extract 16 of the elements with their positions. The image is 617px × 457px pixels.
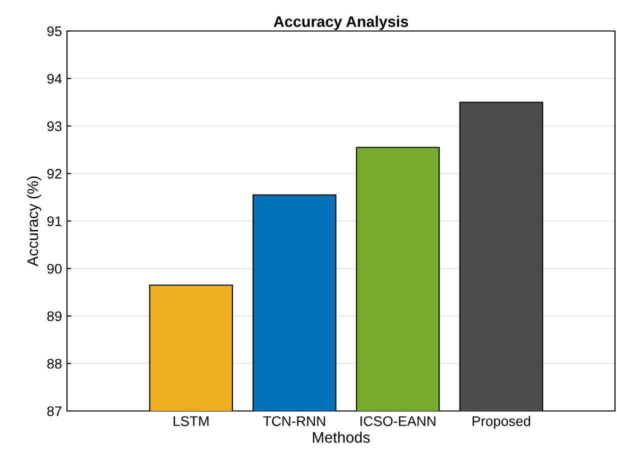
x-tick-label: TCN-RNN — [263, 416, 325, 426]
x-tick-label: LSTM — [174, 416, 208, 426]
y-tick-label: 91 — [47, 216, 62, 226]
x-tick-label: Proposed — [472, 416, 530, 429]
y-tick-label: 93 — [47, 121, 62, 132]
y-tick-label: 95 — [47, 26, 62, 36]
y-tick-label: 92 — [47, 168, 62, 179]
y-tick-label: 89 — [47, 311, 62, 322]
y-tick-label: 90 — [47, 264, 62, 274]
y-tick-label: 94 — [47, 74, 62, 84]
chart-title: Accuracy Analysis — [274, 16, 408, 30]
x-axis-title: Methods — [312, 432, 370, 443]
y-axis-title: Accuracy (%) — [26, 176, 42, 266]
x-tick-label: ICSO-EANN — [360, 416, 436, 426]
y-tick-label: 87 — [47, 406, 62, 416]
y-tick-label: 88 — [47, 358, 62, 369]
